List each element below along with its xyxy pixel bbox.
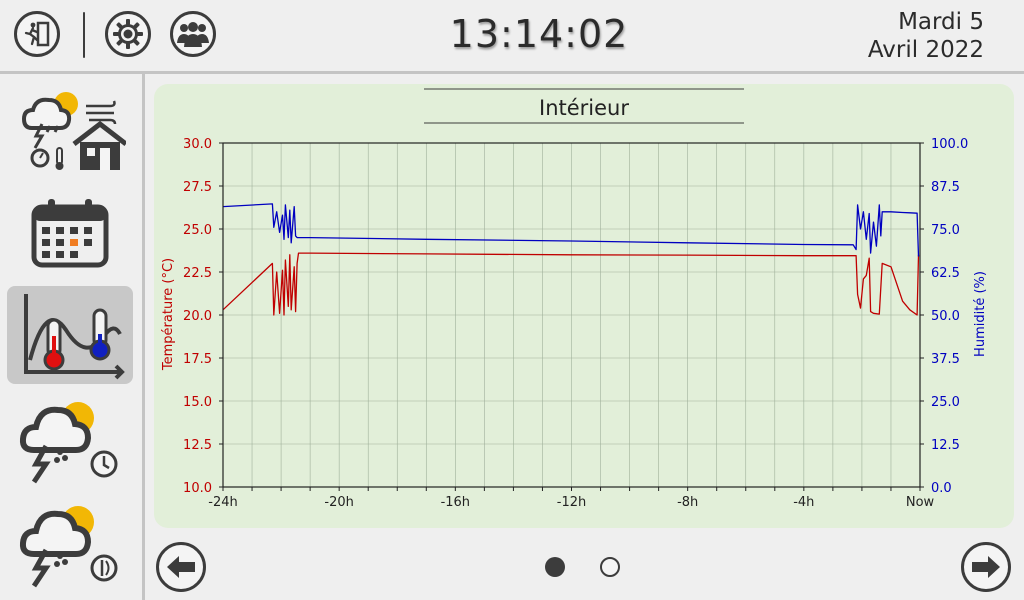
y2-tick-label: 12.5 [931, 438, 960, 453]
exit-button[interactable] [14, 11, 60, 57]
y2-axis-label: Humidité (%) [973, 271, 988, 357]
users-icon [177, 22, 209, 47]
y2-tick-label: 50.0 [931, 309, 960, 324]
storm-clock-icon [19, 402, 118, 484]
axis-ticks: -24h -20h -16h -12h -8h -4h Now 10.0 12.5 15.0 17.… [183, 137, 968, 510]
sidebar-item-weather-overview[interactable] [7, 82, 133, 180]
arrow-right-icon [972, 556, 1000, 578]
y-tick-label: 27.5 [183, 180, 212, 195]
previous-button[interactable] [156, 542, 206, 592]
date-month-year: Avril 2022 [867, 37, 984, 63]
storm-gauge-icon [19, 506, 118, 588]
x-tick-label: -4h [793, 495, 814, 510]
y2-tick-label: 75.0 [931, 223, 960, 238]
date-display: Mardi 5 Avril 2022 [784, 8, 984, 64]
sidebar-item-calendar[interactable] [7, 184, 133, 282]
chart-title: Intérieur [539, 96, 629, 120]
series [222, 203, 920, 316]
y2-tick-label: 25.0 [931, 395, 960, 410]
sidebar-item-forecast-hourly[interactable] [7, 390, 133, 488]
header-divider [83, 12, 85, 58]
y2-tick-label: 87.5 [931, 180, 960, 195]
y-tick-label: 20.0 [183, 309, 212, 324]
y2-tick-label: 62.5 [931, 266, 960, 281]
humidity-line [222, 203, 920, 257]
y-tick-label: 12.5 [183, 438, 212, 453]
temperature-line [222, 252, 920, 316]
y2-tick-label: 0.0 [931, 481, 952, 496]
x-tick-label: -8h [677, 495, 698, 510]
y2-tick-label: 37.5 [931, 352, 960, 367]
page-indicator-inactive[interactable] [600, 557, 620, 577]
x-tick-label: -16h [441, 495, 470, 510]
sidebar-item-forecast-daily[interactable] [7, 494, 133, 592]
y-tick-label: 10.0 [183, 481, 212, 496]
x-tick-label: -24h [208, 495, 237, 510]
gear-icon [113, 19, 143, 49]
weather-house-icon [21, 92, 126, 170]
users-button[interactable] [170, 11, 216, 57]
y-tick-label: 17.5 [183, 352, 212, 367]
date-day: Mardi 5 [898, 9, 984, 35]
y-tick-label: 30.0 [183, 137, 212, 152]
y-axis-label: Température (°C) [161, 258, 176, 371]
next-button[interactable] [961, 542, 1011, 592]
chart-panel: Intérieur Température (°C) Humidité (%) … [154, 84, 1014, 528]
y-tick-label: 15.0 [183, 395, 212, 410]
y-tick-label: 25.0 [183, 223, 212, 238]
plot-frame [222, 142, 921, 488]
settings-button[interactable] [105, 11, 151, 57]
arrow-left-icon [167, 556, 195, 578]
sidebar [0, 74, 145, 600]
grid [222, 142, 921, 488]
calendar-icon [31, 199, 109, 268]
x-tick-label: -20h [324, 495, 353, 510]
exit-icon [24, 21, 50, 47]
y2-tick-label: 100.0 [931, 137, 968, 152]
top-bar: 13:14:02 Mardi 5 Avril 2022 [0, 0, 1024, 74]
clock: 13:14:02 [449, 12, 629, 56]
y-tick-label: 22.5 [183, 266, 212, 281]
x-tick-label: -12h [557, 495, 586, 510]
page-indicator-active[interactable] [545, 557, 565, 577]
interior-chart: Intérieur Température (°C) Humidité (%) … [161, 88, 988, 510]
temperature-humidity-graph-icon [24, 294, 125, 380]
sidebar-item-graphs[interactable] [7, 286, 133, 384]
x-tick-label: Now [906, 495, 935, 510]
